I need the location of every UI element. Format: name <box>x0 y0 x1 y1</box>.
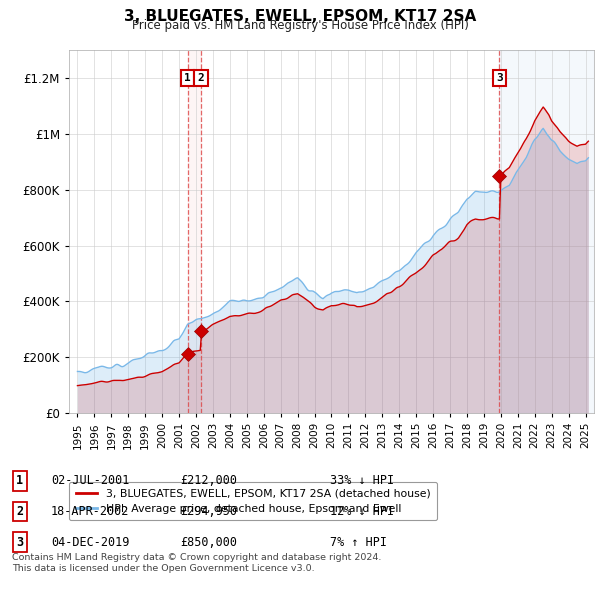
Bar <box>188 50 201 413</box>
Text: 1: 1 <box>16 474 23 487</box>
Text: 3, BLUEGATES, EWELL, EPSOM, KT17 2SA: 3, BLUEGATES, EWELL, EPSOM, KT17 2SA <box>124 9 476 24</box>
Text: 1: 1 <box>184 73 191 83</box>
Text: 04-DEC-2019: 04-DEC-2019 <box>51 536 130 549</box>
Text: 2: 2 <box>198 73 205 83</box>
Text: 7% ↑ HPI: 7% ↑ HPI <box>330 536 387 549</box>
Text: 02-JUL-2001: 02-JUL-2001 <box>51 474 130 487</box>
Bar <box>499 50 594 413</box>
Text: £294,950: £294,950 <box>180 505 237 518</box>
Text: Price paid vs. HM Land Registry's House Price Index (HPI): Price paid vs. HM Land Registry's House … <box>131 19 469 32</box>
Text: 12% ↓ HPI: 12% ↓ HPI <box>330 505 394 518</box>
Text: This data is licensed under the Open Government Licence v3.0.: This data is licensed under the Open Gov… <box>12 565 314 573</box>
Text: £212,000: £212,000 <box>180 474 237 487</box>
Text: Contains HM Land Registry data © Crown copyright and database right 2024.: Contains HM Land Registry data © Crown c… <box>12 553 382 562</box>
Text: 33% ↓ HPI: 33% ↓ HPI <box>330 474 394 487</box>
Bar <box>499 50 594 413</box>
Text: 2: 2 <box>16 505 23 518</box>
Text: £850,000: £850,000 <box>180 536 237 549</box>
Text: 3: 3 <box>16 536 23 549</box>
Text: 18-APR-2002: 18-APR-2002 <box>51 505 130 518</box>
Legend: 3, BLUEGATES, EWELL, EPSOM, KT17 2SA (detached house), HPI: Average price, detac: 3, BLUEGATES, EWELL, EPSOM, KT17 2SA (de… <box>69 482 437 520</box>
Text: 3: 3 <box>496 73 503 83</box>
